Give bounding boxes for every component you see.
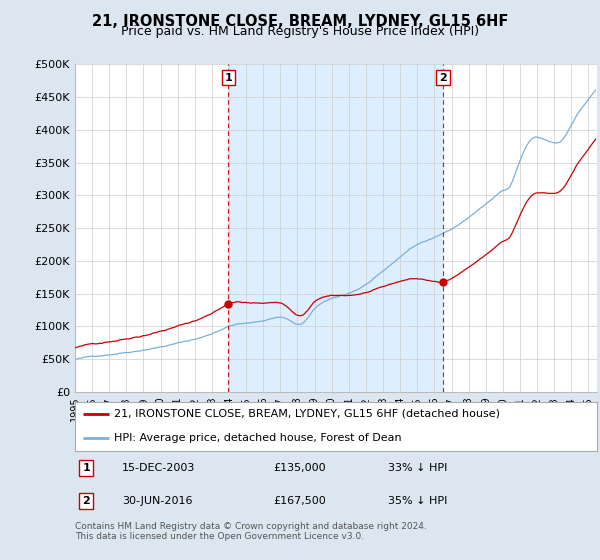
Text: £135,000: £135,000 <box>274 463 326 473</box>
Text: HPI: Average price, detached house, Forest of Dean: HPI: Average price, detached house, Fore… <box>114 433 402 444</box>
Text: Contains HM Land Registry data © Crown copyright and database right 2024.: Contains HM Land Registry data © Crown c… <box>75 522 427 531</box>
Text: £167,500: £167,500 <box>274 496 326 506</box>
Text: 15-DEC-2003: 15-DEC-2003 <box>122 463 196 473</box>
Text: 2: 2 <box>439 72 447 82</box>
Text: 21, IRONSTONE CLOSE, BREAM, LYDNEY, GL15 6HF: 21, IRONSTONE CLOSE, BREAM, LYDNEY, GL15… <box>92 14 508 29</box>
Text: 1: 1 <box>224 72 232 82</box>
Text: Price paid vs. HM Land Registry's House Price Index (HPI): Price paid vs. HM Land Registry's House … <box>121 25 479 38</box>
Text: 1: 1 <box>83 463 91 473</box>
Text: 2: 2 <box>83 496 91 506</box>
Text: This data is licensed under the Open Government Licence v3.0.: This data is licensed under the Open Gov… <box>75 532 364 541</box>
Text: 21, IRONSTONE CLOSE, BREAM, LYDNEY, GL15 6HF (detached house): 21, IRONSTONE CLOSE, BREAM, LYDNEY, GL15… <box>114 409 500 419</box>
Text: 33% ↓ HPI: 33% ↓ HPI <box>388 463 448 473</box>
Bar <box>229 64 443 392</box>
Text: 35% ↓ HPI: 35% ↓ HPI <box>388 496 448 506</box>
Text: 30-JUN-2016: 30-JUN-2016 <box>122 496 193 506</box>
